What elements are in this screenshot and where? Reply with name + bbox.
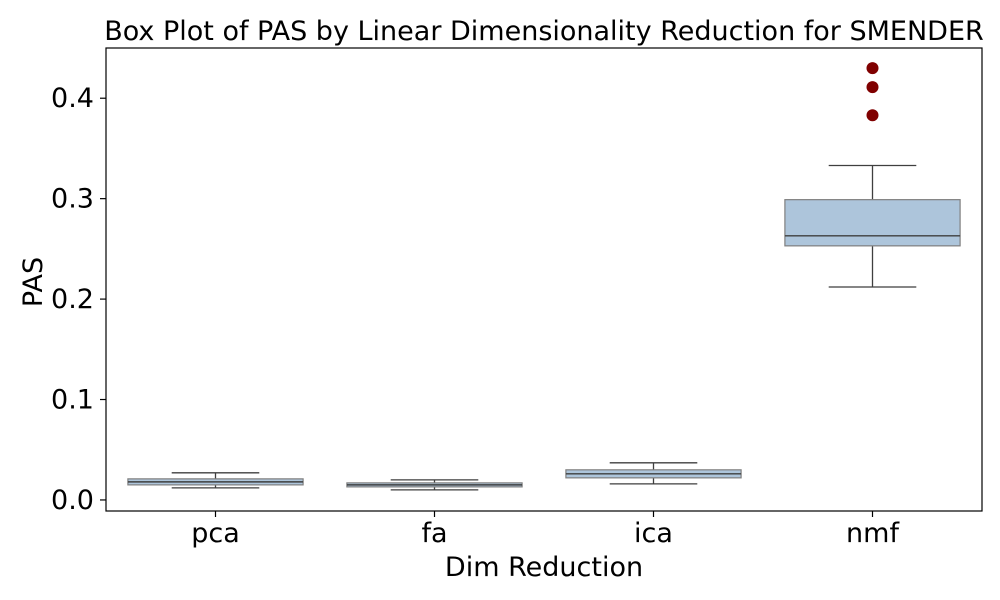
x-tick-label: ica <box>634 518 673 549</box>
y-tick-label: 0.0 <box>51 485 94 516</box>
box-pca <box>127 472 304 489</box>
box-fa <box>346 479 523 491</box>
outlier-point <box>866 109 879 122</box>
outlier-point <box>866 62 879 75</box>
chart-title: Box Plot of PAS by Linear Dimensionality… <box>104 16 984 47</box>
y-tick-label: 0.1 <box>51 385 94 416</box>
y-tick-label: 0.2 <box>51 284 94 315</box>
x-axis-label: Dim Reduction <box>445 552 643 583</box>
x-tick-label: fa <box>421 518 447 549</box>
x-tick-label: nmf <box>846 518 900 549</box>
box-nmf <box>784 62 961 288</box>
plot-marks <box>127 62 961 491</box>
y-tick-label: 0.3 <box>51 184 94 215</box>
box-iqr <box>784 199 961 247</box>
y-axis-label: PAS <box>18 257 49 307</box>
axis-ticks: 0.0 0.1 0.2 0.3 0.4 pca fa ica nmf <box>51 83 900 549</box>
y-tick-label: 0.4 <box>51 83 94 114</box>
x-tick-label: pca <box>191 518 240 549</box>
outlier-point <box>866 81 879 94</box>
box-ica <box>565 462 742 485</box>
plot-frame <box>105 47 983 512</box>
